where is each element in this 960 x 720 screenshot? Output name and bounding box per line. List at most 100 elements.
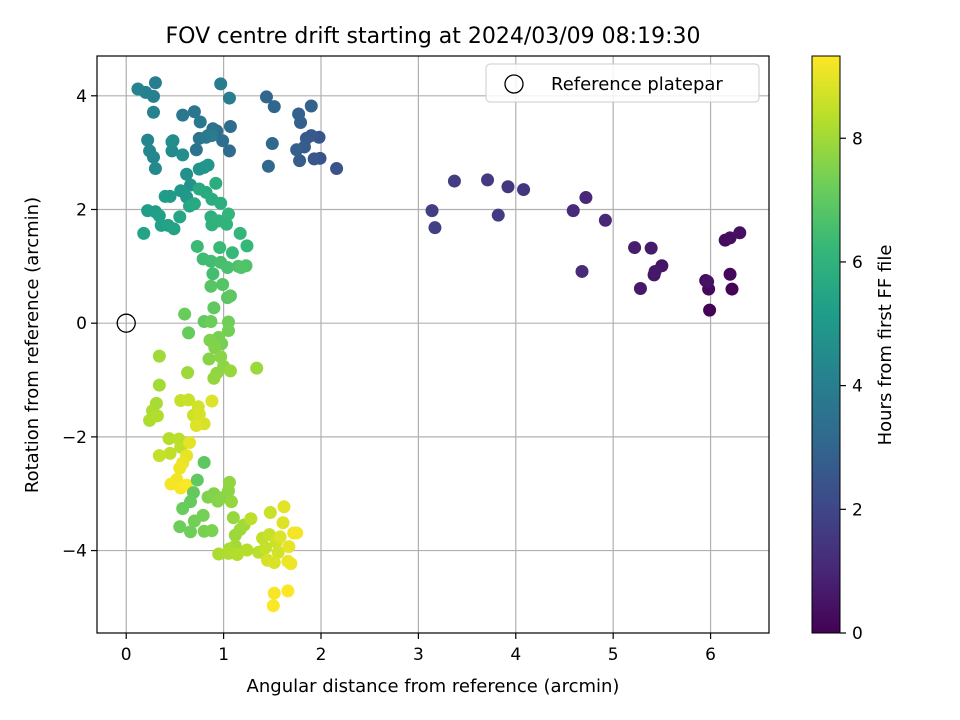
data-point — [221, 207, 235, 221]
data-point — [183, 436, 197, 450]
y-axis-label: Rotation from reference (arcmin) — [22, 197, 43, 493]
data-point — [146, 105, 160, 119]
data-point — [173, 461, 187, 475]
data-point — [197, 455, 211, 469]
y-tick-label: −2 — [62, 428, 87, 448]
y-tick-label: 4 — [76, 87, 87, 107]
colorbar-gradient — [811, 55, 841, 634]
data-point — [481, 173, 495, 187]
data-point — [267, 100, 281, 114]
data-point — [307, 152, 321, 166]
data-point — [273, 530, 287, 544]
y-tick-label: 2 — [76, 200, 87, 220]
data-point — [282, 540, 296, 554]
data-point — [221, 260, 235, 274]
x-axis: 0 1 2 3 4 5 6 — [121, 633, 716, 665]
data-point — [152, 378, 166, 392]
data-point — [204, 314, 218, 328]
data-point — [176, 502, 190, 516]
x-tick-label: 5 — [608, 645, 619, 665]
data-point — [189, 419, 203, 433]
data-point — [220, 217, 234, 231]
legend-entry-reference-platepar: Reference platepar — [551, 74, 723, 95]
data-point — [216, 278, 230, 292]
data-point — [644, 241, 658, 255]
data-point — [579, 191, 593, 205]
data-point — [213, 241, 227, 255]
data-point — [222, 91, 236, 105]
data-point — [224, 495, 238, 509]
data-point — [202, 352, 216, 366]
data-point — [189, 143, 203, 157]
data-point — [196, 508, 210, 522]
data-point — [223, 364, 237, 378]
colorbar: 0 2 4 6 8 Hours from first FF file — [811, 55, 896, 644]
data-point — [428, 221, 442, 235]
data-point — [566, 204, 580, 218]
colorbar-tick-label: 2 — [852, 500, 863, 520]
legend-marker-icon — [504, 74, 524, 94]
data-point — [176, 148, 190, 162]
data-point — [221, 324, 235, 338]
data-point — [276, 516, 290, 530]
data-point — [330, 162, 344, 176]
data-point — [204, 279, 218, 293]
data-point — [173, 210, 187, 224]
data-point — [258, 541, 272, 555]
data-point — [267, 586, 281, 600]
data-point — [234, 260, 248, 274]
data-point — [250, 361, 264, 375]
data-point — [187, 105, 201, 119]
colorbar-tick-label: 6 — [852, 253, 863, 273]
data-point — [259, 90, 273, 104]
data-points — [131, 76, 747, 613]
colorbar-tick-label: 4 — [852, 377, 863, 397]
data-point — [207, 301, 221, 315]
data-point — [180, 167, 194, 181]
data-point — [162, 432, 176, 446]
data-point — [214, 196, 228, 210]
data-point — [141, 133, 155, 147]
x-tick-label: 6 — [705, 645, 716, 665]
data-point — [204, 254, 218, 268]
data-point — [723, 231, 737, 245]
data-point — [575, 264, 589, 278]
data-point — [150, 409, 164, 423]
data-point — [233, 226, 247, 240]
data-point — [226, 511, 240, 525]
x-tick-label: 4 — [510, 645, 521, 665]
data-point — [261, 159, 275, 173]
x-tick-label: 1 — [218, 645, 229, 665]
data-point — [165, 144, 179, 158]
data-point — [266, 599, 280, 613]
data-point — [240, 239, 254, 253]
data-point — [491, 208, 505, 222]
data-point — [277, 500, 291, 514]
data-point — [304, 99, 318, 113]
data-point — [598, 213, 612, 227]
x-tick-label: 3 — [413, 645, 424, 665]
data-point — [146, 150, 160, 164]
data-point — [131, 82, 145, 96]
data-point — [240, 543, 254, 557]
data-point — [158, 189, 172, 203]
data-point — [205, 524, 219, 538]
legend-box — [485, 63, 760, 103]
data-point — [167, 222, 181, 236]
y-tick-label: −4 — [62, 542, 87, 562]
data-point — [733, 226, 747, 240]
data-point — [290, 526, 304, 540]
data-point — [517, 183, 531, 197]
data-point — [207, 371, 221, 385]
data-point — [230, 548, 244, 562]
data-point — [501, 180, 515, 194]
data-point — [205, 129, 219, 143]
colorbar-ticks: 0 2 4 6 8 — [840, 129, 863, 644]
data-point — [281, 584, 295, 598]
colorbar-tick-label: 8 — [852, 129, 863, 149]
data-point — [265, 137, 279, 151]
data-point — [176, 108, 190, 122]
data-point — [163, 446, 177, 460]
data-point — [182, 326, 196, 340]
data-point — [152, 349, 166, 363]
